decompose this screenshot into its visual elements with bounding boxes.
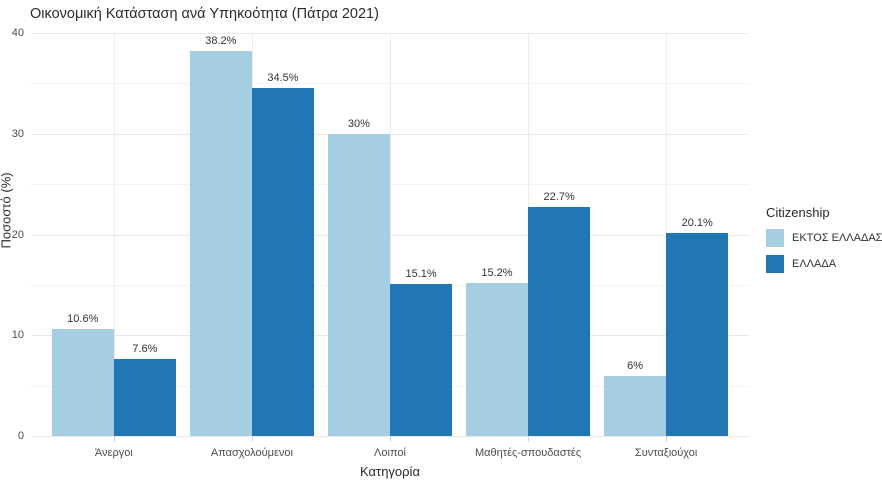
bar-value-label: 30% (347, 117, 370, 130)
bar (51, 329, 114, 436)
y-tick-label: 40 (11, 27, 24, 39)
legend-swatch (766, 229, 784, 247)
vertical-gridline (390, 33, 391, 436)
x-tick-label: Μαθητές-σπουδαστές (474, 447, 582, 459)
legend-label: ΕΛΛΑΔΑ (792, 258, 837, 270)
y-tick-label: 10 (11, 329, 24, 342)
x-axis-tick (251, 437, 253, 442)
x-axis-title: Κατηγορία (360, 464, 420, 479)
vertical-gridline (113, 33, 115, 436)
bar-value-label: 10.6% (67, 313, 99, 326)
legend-title: Citizenship (766, 205, 830, 220)
major-gridline (31, 436, 749, 437)
bar-value-label: 34.5% (267, 72, 299, 85)
x-axis-tick (528, 437, 530, 442)
bar (189, 51, 252, 436)
x-axis-tick (113, 437, 115, 442)
plot-area: 10.6% 7.6% 38.2% 34.5% 30% 15.1% 15.2% 22.7% 6% 2… (31, 33, 749, 437)
bar-value-label: 20.1% (681, 217, 713, 230)
x-tick-label: Άνεργοι (94, 447, 133, 459)
bar-value-label: 38.2% (205, 35, 237, 48)
y-tick-label: 0 (17, 430, 24, 442)
bar-value-label: 6% (627, 359, 644, 372)
bar (327, 133, 390, 436)
bar-value-label: 7.6% (132, 343, 158, 356)
legend-item: ΕΚΤΟΣ ΕΛΛΑΔΑΣ (766, 229, 882, 247)
x-axis-tick (390, 437, 391, 442)
x-tick-label: Λοιποί (374, 447, 406, 459)
x-tick-label: Απασχολούμενοι (210, 447, 293, 459)
x-tick-label: Συνταξιούχοι (634, 447, 698, 459)
y-tick-label: 30 (11, 127, 24, 140)
bar (251, 88, 315, 436)
y-tick-label: 20 (11, 228, 24, 241)
bar (528, 207, 591, 436)
bar-value-label: 15.2% (481, 266, 513, 279)
legend: Citizenship ΕΚΤΟΣ ΕΛΛΑΔΑΣ ΕΛΛΑΔΑ (766, 205, 882, 281)
legend-item: ΕΛΛΑΔΑ (766, 255, 880, 273)
x-axis-tick (666, 437, 668, 442)
bar (390, 283, 453, 436)
legend-items: ΕΚΤΟΣ ΕΛΛΑΔΑΣ ΕΛΛΑΔΑ (766, 229, 882, 273)
chart-title: Οικονομική Κατάσταση ανά Υπηκοότητα (Πάτ… (30, 6, 379, 22)
bar (465, 282, 529, 436)
bar (604, 375, 667, 436)
legend-label: ΕΚΤΟΣ ΕΛΛΑΔΑΣ (792, 232, 882, 244)
bar-value-label: 22.7% (543, 191, 575, 204)
bar (113, 359, 176, 436)
bar-value-label: 15.1% (405, 267, 437, 280)
bar (666, 233, 729, 436)
legend-swatch (766, 255, 784, 273)
